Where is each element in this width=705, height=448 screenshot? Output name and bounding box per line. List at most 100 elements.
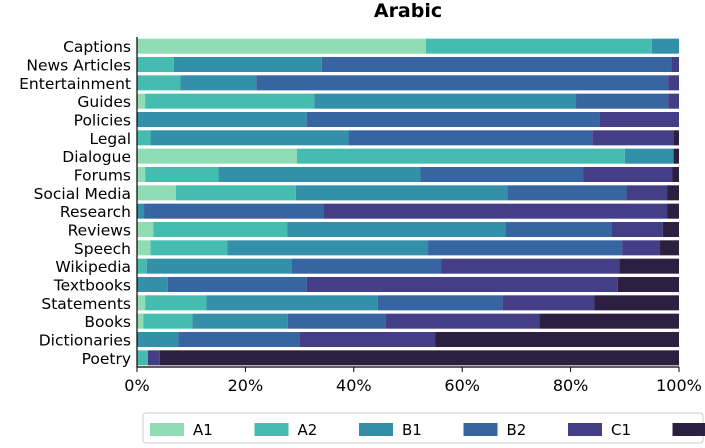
category-label: Social Media — [34, 185, 131, 203]
category-label: Research — [60, 203, 131, 221]
bar-statements-b1 — [206, 295, 377, 310]
bar-books-a2 — [144, 314, 193, 329]
category-label: Captions — [63, 38, 131, 56]
x-tick-label: 60% — [444, 376, 480, 395]
bar-reviews-c1 — [611, 222, 662, 237]
bar-poetry-c1 — [148, 350, 160, 365]
bar-wikipedia-c2 — [619, 259, 679, 274]
bar-books-c2 — [539, 314, 679, 329]
bar-reviews-a2 — [153, 222, 287, 237]
bar-dialogue-a1 — [137, 149, 297, 164]
bar-speech-a1 — [137, 240, 151, 255]
bar-books-b2 — [288, 314, 386, 329]
bar-dialogue-c2 — [674, 149, 679, 164]
x-tick-label: 80% — [553, 376, 589, 395]
category-label: Dictionaries — [39, 332, 131, 350]
bar-poetry-a2 — [137, 350, 148, 365]
bar-wikipedia-b2 — [292, 259, 441, 274]
category-label: Legal — [89, 130, 131, 148]
bar-news-articles-b1 — [174, 57, 322, 72]
bar-social-media-b1 — [296, 185, 507, 200]
bar-guides-b2 — [576, 94, 668, 109]
bar-forums-c2 — [672, 167, 679, 182]
bar-speech-a2 — [151, 240, 228, 255]
bar-dictionaries-b1 — [137, 332, 178, 347]
bar-news-articles-b2 — [322, 57, 672, 72]
bar-forums-b1 — [218, 167, 420, 182]
bar-social-media-b2 — [507, 185, 626, 200]
bar-captions-b1 — [652, 39, 679, 54]
chart-title: Arabic — [374, 0, 442, 22]
bar-poetry-c2 — [160, 350, 679, 365]
legend-label-c1: C1 — [611, 421, 631, 439]
category-label: Policies — [74, 112, 131, 130]
legend: A1A2B1B2C1C2 — [143, 413, 705, 443]
x-tick-labels: 0%20%40%60%80%100% — [124, 376, 702, 395]
bar-captions-a1 — [137, 39, 426, 54]
bar-legal-b2 — [348, 130, 592, 145]
bar-statements-a2 — [145, 295, 206, 310]
bar-forums-c1 — [583, 167, 672, 182]
category-label: Textbooks — [53, 277, 131, 295]
bar-social-media-a2 — [176, 185, 296, 200]
bar-dialogue-b1 — [625, 149, 674, 164]
bar-statements-c1 — [502, 295, 594, 310]
bar-guides-a1 — [137, 94, 145, 109]
bar-wikipedia-c1 — [441, 259, 619, 274]
category-label: Poetry — [82, 350, 131, 368]
category-label: News Articles — [26, 57, 131, 75]
bar-legal-b1 — [151, 130, 349, 145]
legend-label-a2: A2 — [298, 421, 318, 439]
bar-textbooks-b2 — [168, 277, 307, 292]
bar-policies-c1 — [599, 112, 679, 127]
bar-wikipedia-a2 — [137, 259, 147, 274]
bar-statements-a1 — [137, 295, 145, 310]
x-tick-label: 20% — [228, 376, 264, 395]
bar-entertainment-b1 — [180, 75, 256, 90]
legend-label-b2: B2 — [507, 421, 527, 439]
legend-swatch-a2 — [255, 423, 289, 436]
legend-swatch-b1 — [359, 423, 393, 436]
bar-wikipedia-b1 — [147, 259, 292, 274]
bar-dictionaries-c1 — [300, 332, 436, 347]
bar-forums-a2 — [145, 167, 218, 182]
bar-dictionaries-c2 — [435, 332, 679, 347]
bar-reviews-b1 — [287, 222, 505, 237]
bar-books-a1 — [137, 314, 144, 329]
bar-policies-b2 — [307, 112, 600, 127]
legend-swatch-a1 — [150, 423, 184, 436]
bar-news-articles-a2 — [137, 57, 174, 72]
legend-swatch-c2 — [673, 423, 705, 436]
bar-speech-b1 — [228, 240, 429, 255]
bar-textbooks-c1 — [307, 277, 618, 292]
bar-speech-c1 — [622, 240, 660, 255]
bar-textbooks-c2 — [618, 277, 679, 292]
bar-research-b2 — [144, 204, 324, 219]
category-label: Speech — [74, 240, 131, 258]
bar-forums-b2 — [420, 167, 583, 182]
bar-statements-c2 — [594, 295, 679, 310]
legend-label-a1: A1 — [193, 421, 213, 439]
bar-legal-c1 — [592, 130, 673, 145]
category-label: Wikipedia — [55, 258, 131, 276]
bar-books-b1 — [192, 314, 287, 329]
category-label: Entertainment — [19, 75, 131, 93]
bar-social-media-a1 — [137, 185, 176, 200]
bar-books-c1 — [385, 314, 539, 329]
bar-entertainment-b2 — [256, 75, 668, 90]
bar-research-b1 — [137, 204, 144, 219]
bar-guides-a2 — [145, 94, 314, 109]
x-tick-label: 100% — [656, 376, 702, 395]
bar-social-media-c2 — [667, 185, 679, 200]
bar-statements-b2 — [378, 295, 503, 310]
category-label: Forums — [74, 167, 131, 185]
bar-legal-a2 — [137, 130, 151, 145]
bar-speech-b2 — [428, 240, 622, 255]
legend-swatch-b2 — [464, 423, 498, 436]
legend-label-b1: B1 — [402, 421, 422, 439]
x-tick-label: 0% — [124, 376, 149, 395]
category-label: Reviews — [68, 222, 131, 240]
bar-policies-b1 — [137, 112, 307, 127]
bar-reviews-a1 — [137, 222, 153, 237]
